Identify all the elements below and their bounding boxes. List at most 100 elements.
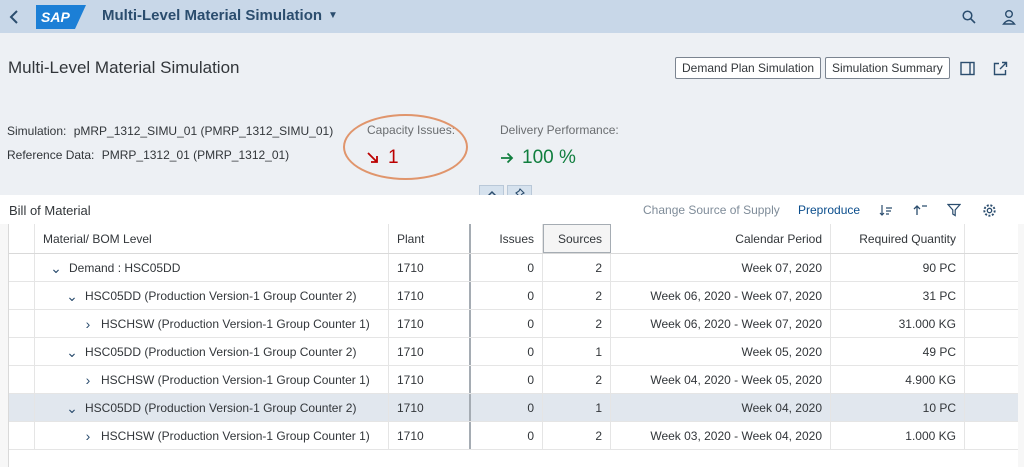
- row-selector[interactable]: [9, 366, 35, 393]
- plant-cell: 1710: [389, 366, 471, 393]
- material-label: HSCHSW (Production Version-1 Group Count…: [101, 428, 370, 443]
- filler-cell: [965, 282, 1018, 309]
- material-label: Demand : HSC05DD: [69, 260, 181, 275]
- chevron-right-icon[interactable]: ›: [85, 315, 91, 332]
- column-header-sources[interactable]: Sources: [543, 224, 611, 253]
- material-cell: ⌄ HSC05DD (Production Version-1 Group Cou…: [35, 394, 389, 421]
- settings-icon[interactable]: [980, 201, 998, 219]
- reference-label: Reference Data:: [7, 148, 95, 162]
- side-panel-icon[interactable]: [958, 59, 976, 77]
- table-title: Bill of Material: [9, 203, 91, 218]
- sources-cell: 2: [543, 254, 611, 281]
- required-quantity-cell: 10 PC: [831, 394, 965, 421]
- highlight-annotation: [343, 114, 468, 180]
- calendar-period-cell: Week 04, 2020 - Week 05, 2020: [611, 366, 831, 393]
- issues-cell: 0: [471, 254, 543, 281]
- delivery-performance-kpi[interactable]: 100 %: [500, 147, 576, 169]
- shell-bar: SAP Multi-Level Material Simulation ▼: [0, 0, 1024, 33]
- preproduce-button[interactable]: Preproduce: [798, 203, 861, 217]
- issues-cell: 0: [471, 282, 543, 309]
- sources-cell: 1: [543, 338, 611, 365]
- material-label: HSC05DD (Production Version-1 Group Coun…: [85, 400, 357, 415]
- calendar-period-cell: Week 04, 2020: [611, 394, 831, 421]
- table-row[interactable]: › HSCHSW (Production Version-1 Group Coun…: [9, 366, 1018, 394]
- material-cell: ⌄ HSC05DD (Production Version-1 Group Cou…: [35, 338, 389, 365]
- plant-cell: 1710: [389, 254, 471, 281]
- filler-cell: [965, 366, 1018, 393]
- column-header-required-quantity[interactable]: Required Quantity: [831, 224, 965, 253]
- column-header-material[interactable]: Material/ BOM Level: [35, 224, 389, 253]
- reference-value: PMRP_1312_01 (PMRP_1312_01): [101, 148, 290, 162]
- row-selector[interactable]: [9, 394, 35, 421]
- simulation-summary-button[interactable]: Simulation Summary: [825, 57, 950, 79]
- material-label: HSCHSW (Production Version-1 Group Count…: [101, 316, 370, 331]
- table-row[interactable]: › HSCHSW (Production Version-1 Group Coun…: [9, 422, 1018, 450]
- row-selector[interactable]: [9, 422, 35, 449]
- share-icon[interactable]: [991, 59, 1009, 77]
- simulation-info: Simulation: pMRP_1312_SIMU_01 (PMRP_1312…: [7, 124, 333, 138]
- filter-icon[interactable]: [945, 201, 963, 219]
- issues-cell: 0: [471, 338, 543, 365]
- calendar-period-cell: Week 03, 2020 - Week 04, 2020: [611, 422, 831, 449]
- simulation-value: pMRP_1312_SIMU_01 (PMRP_1312_SIMU_01): [73, 124, 334, 138]
- material-cell: ⌄ HSC05DD (Production Version-1 Group Cou…: [35, 282, 389, 309]
- material-label: HSC05DD (Production Version-1 Group Coun…: [85, 344, 357, 359]
- table-row[interactable]: ⌄ HSC05DD (Production Version-1 Group Cou…: [9, 394, 1018, 422]
- table-header-row: Material/ BOM Level Plant Issues Sources…: [9, 224, 1018, 254]
- issues-cell: 0: [471, 394, 543, 421]
- table-toolbar: Bill of Material Change Source of Supply…: [0, 195, 1024, 224]
- material-label: HSCHSW (Production Version-1 Group Count…: [101, 372, 370, 387]
- required-quantity-cell: 31.000 KG: [831, 310, 965, 337]
- sources-cell: 2: [543, 422, 611, 449]
- table-row[interactable]: ⌄ Demand : HSC05DD 1710 0 2 Week 07, 2020 90 P…: [9, 254, 1018, 282]
- material-cell: › HSCHSW (Production Version-1 Group Coun…: [35, 366, 389, 393]
- delivery-performance-label: Delivery Performance:: [500, 123, 619, 137]
- plant-cell: 1710: [389, 422, 471, 449]
- sources-cell: 2: [543, 282, 611, 309]
- caret-down-icon: ▼: [328, 10, 338, 21]
- filler-column: [965, 224, 1018, 253]
- row-selector[interactable]: [9, 282, 35, 309]
- change-source-of-supply-button[interactable]: Change Source of Supply: [643, 203, 780, 217]
- collapse-all-icon[interactable]: [911, 201, 929, 219]
- required-quantity-cell: 49 PC: [831, 338, 965, 365]
- simulation-label: Simulation:: [7, 124, 67, 138]
- filler-cell: [965, 422, 1018, 449]
- column-header-calendar-period[interactable]: Calendar Period: [611, 224, 831, 253]
- required-quantity-cell: 4.900 KG: [831, 366, 965, 393]
- sources-cell: 2: [543, 310, 611, 337]
- demand-plan-simulation-button[interactable]: Demand Plan Simulation: [675, 57, 822, 79]
- row-selector[interactable]: [9, 338, 35, 365]
- arrow-right-icon: [501, 152, 514, 164]
- sap-logo[interactable]: SAP: [36, 5, 86, 29]
- chevron-down-icon[interactable]: ⌄: [66, 287, 78, 304]
- table-row[interactable]: ⌄ HSC05DD (Production Version-1 Group Cou…: [9, 282, 1018, 310]
- filler-cell: [965, 310, 1018, 337]
- app-title-menu[interactable]: Multi-Level Material Simulation ▼: [102, 7, 338, 24]
- required-quantity-cell: 31 PC: [831, 282, 965, 309]
- row-selector[interactable]: [9, 254, 35, 281]
- issues-cell: 0: [471, 422, 543, 449]
- sort-descending-icon[interactable]: [877, 201, 895, 219]
- table-row[interactable]: ⌄ HSC05DD (Production Version-1 Group Cou…: [9, 338, 1018, 366]
- user-icon[interactable]: [1000, 8, 1018, 26]
- chevron-down-icon[interactable]: ⌄: [50, 259, 62, 276]
- delivery-performance-value: 100 %: [522, 147, 576, 168]
- chevron-down-icon[interactable]: ⌄: [66, 343, 78, 360]
- back-button[interactable]: [0, 0, 28, 33]
- search-icon[interactable]: [960, 8, 978, 26]
- selection-column-header: [9, 224, 35, 253]
- chevron-right-icon[interactable]: ›: [85, 371, 91, 388]
- filler-cell: [965, 254, 1018, 281]
- plant-cell: 1710: [389, 338, 471, 365]
- material-label: HSC05DD (Production Version-1 Group Coun…: [85, 288, 357, 303]
- chevron-down-icon[interactable]: ⌄: [66, 399, 78, 416]
- row-selector[interactable]: [9, 310, 35, 337]
- material-cell: › HSCHSW (Production Version-1 Group Coun…: [35, 422, 389, 449]
- column-header-issues[interactable]: Issues: [471, 224, 543, 253]
- filler-cell: [965, 394, 1018, 421]
- table-row[interactable]: › HSCHSW (Production Version-1 Group Coun…: [9, 310, 1018, 338]
- chevron-right-icon[interactable]: ›: [85, 427, 91, 444]
- material-cell: › HSCHSW (Production Version-1 Group Coun…: [35, 310, 389, 337]
- column-header-plant[interactable]: Plant: [389, 224, 471, 253]
